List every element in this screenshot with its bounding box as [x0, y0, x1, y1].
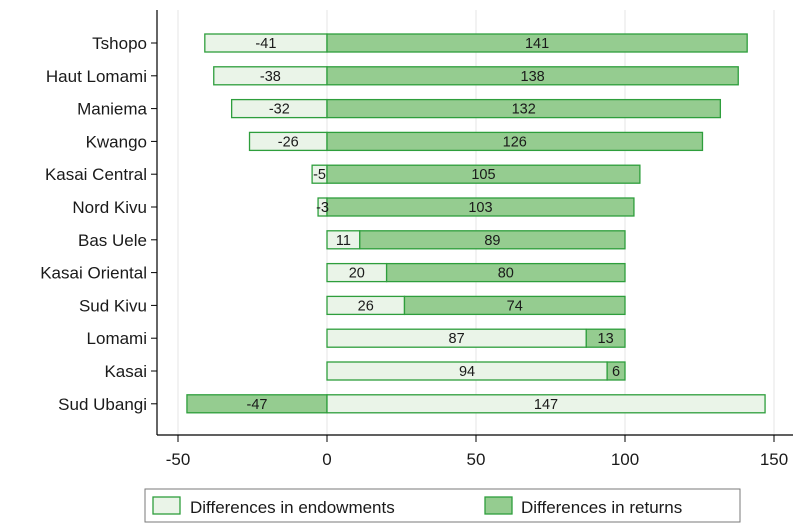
data-label-returns: -47	[246, 397, 267, 413]
category-label: Lomami	[87, 329, 147, 348]
data-label-returns: 13	[598, 331, 614, 347]
data-label-returns: 105	[471, 167, 495, 183]
bar-returns	[326, 131, 704, 152]
x-tick-label: -50	[166, 450, 191, 469]
category-label: Kasai Central	[45, 165, 147, 184]
bar-returns	[606, 361, 626, 381]
data-label-endowments: -3	[316, 200, 329, 216]
category-label: Kasai	[104, 362, 147, 381]
data-label-returns: 80	[498, 266, 514, 282]
x-tick-label: 50	[467, 450, 486, 469]
legend-swatch	[152, 496, 181, 515]
category-label: Nord Kivu	[72, 198, 147, 217]
data-label-returns: 89	[484, 233, 500, 249]
legend-label: Differences in endowments	[190, 498, 395, 517]
data-label-returns: 132	[512, 102, 536, 118]
data-label-returns: 74	[507, 298, 523, 314]
data-label-endowments: -32	[269, 102, 290, 118]
x-tick-label: 150	[760, 450, 788, 469]
legend: Differences in endowments Differences in …	[144, 488, 741, 523]
bar-endowments	[326, 394, 766, 414]
data-label-endowments: -5	[313, 167, 326, 183]
bar-returns	[326, 164, 641, 184]
category-label: Sud Kivu	[79, 296, 147, 315]
bar-returns	[326, 33, 748, 53]
data-label-endowments: 26	[358, 298, 374, 314]
data-label-endowments: 94	[459, 364, 475, 380]
bar-returns	[326, 98, 722, 119]
axes: Tshopo Haut Lomami Maniema Kwango Kasai Cent…	[40, 10, 793, 469]
data-label-returns: 126	[503, 134, 527, 150]
data-label-returns: 141	[525, 36, 549, 52]
data-labels: -41 141 -38 138 -32 132 -26 126 -5 105 -3 103 11 89 20…	[246, 36, 620, 413]
data-label-endowments: 20	[349, 266, 365, 282]
data-label-endowments: -41	[255, 36, 276, 52]
category-label: Sud Ubangi	[58, 395, 147, 414]
data-label-endowments: -26	[278, 134, 299, 150]
bar-returns	[403, 295, 626, 316]
bar-returns	[359, 230, 626, 250]
data-label-endowments: 11	[336, 233, 351, 249]
x-tick-label: 100	[611, 450, 639, 469]
category-label: Maniema	[77, 100, 147, 119]
category-label: Haut Lomami	[46, 67, 147, 86]
x-tick-label: 0	[322, 450, 331, 469]
category-label: Tshopo	[92, 34, 147, 53]
data-label-endowments: -38	[260, 69, 281, 85]
category-label: Kasai Oriental	[40, 264, 147, 283]
data-label-returns: 138	[521, 69, 545, 85]
data-label-endowments: 87	[449, 331, 465, 347]
data-label-endowments: 147	[534, 397, 558, 413]
category-label: Kwango	[86, 132, 147, 151]
bar-returns	[326, 197, 635, 217]
legend-box	[144, 488, 741, 523]
data-label-returns: 103	[468, 200, 492, 216]
bar-returns	[385, 262, 626, 283]
bar-returns	[585, 328, 626, 348]
legend-swatch	[484, 496, 513, 515]
data-label-returns: 6	[612, 364, 620, 380]
legend-label: Differences in returns	[521, 498, 682, 517]
bar-returns	[326, 66, 739, 86]
category-label: Bas Uele	[78, 231, 147, 250]
bars	[186, 33, 766, 414]
